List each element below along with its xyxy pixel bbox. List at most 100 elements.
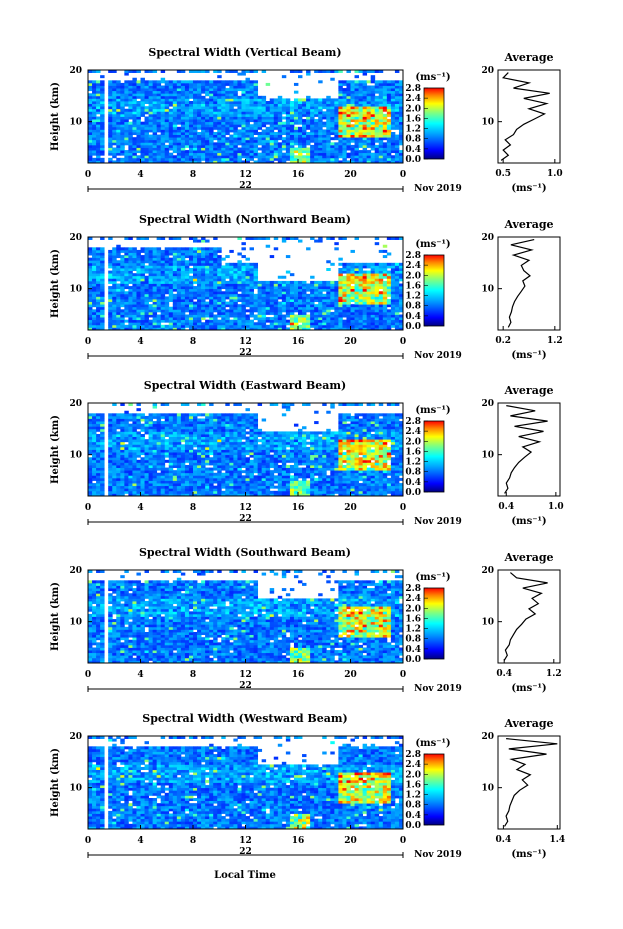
heatmap-cell	[205, 124, 210, 128]
heatmap-cell	[245, 160, 250, 164]
heatmap-cell	[322, 144, 327, 148]
heatmap-cell	[188, 275, 194, 279]
heatmap-cell	[164, 324, 170, 328]
heatmap-cell	[205, 265, 210, 269]
heatmap-cell	[144, 314, 149, 318]
heatmap-cell	[281, 286, 287, 290]
heatmap-cell	[366, 150, 372, 154]
heatmap-cell	[221, 493, 226, 497]
heatmap-cell	[213, 265, 218, 269]
heatmap-cell	[273, 324, 279, 328]
heatmap-cell	[205, 283, 210, 287]
heatmap-cell	[201, 95, 206, 99]
heatmap-cell	[310, 129, 315, 133]
heatmap-cell	[120, 101, 125, 104]
heatmap-cell	[168, 488, 174, 492]
heatmap-cell	[184, 309, 190, 313]
heatmap-cell	[350, 280, 355, 284]
heatmap-cell	[346, 288, 351, 292]
heatmap-cell	[306, 95, 311, 99]
heatmap-cell	[354, 106, 359, 110]
heatmap-cell	[261, 142, 267, 146]
heatmap-cell	[233, 119, 238, 123]
heatmap-cell	[221, 319, 226, 323]
heatmap-cell	[269, 119, 275, 123]
heatmap-cell	[100, 286, 105, 290]
heatmap-cell	[261, 155, 267, 159]
heatmap-cell	[398, 150, 404, 154]
heatmap-cell	[132, 306, 137, 310]
heatmap-cell	[330, 126, 335, 130]
heatmap-cell	[233, 283, 238, 287]
heatmap-cell	[164, 309, 170, 313]
heatmap-cell	[302, 124, 307, 128]
heatmap-cell	[358, 309, 364, 313]
heatmap-cell	[140, 304, 145, 308]
heatmap-cell	[386, 262, 392, 266]
heatmap-cell	[310, 106, 315, 110]
heatmap-cell	[346, 283, 351, 287]
heatmap-cell	[124, 283, 129, 287]
heatmap-cell	[201, 493, 206, 497]
heatmap-cell	[176, 88, 182, 92]
heatmap-cell	[221, 304, 226, 308]
heatmap-cell	[148, 278, 154, 282]
heatmap-cell	[358, 319, 364, 323]
heatmap-cell	[188, 90, 194, 94]
heatmap-cell	[298, 147, 303, 151]
heatmap-cell	[398, 485, 404, 489]
heatmap-cell	[172, 103, 178, 107]
heatmap-cell	[92, 304, 97, 308]
heatmap-cell	[225, 147, 230, 151]
heatmap-cell	[112, 262, 117, 266]
heatmap-cell	[164, 93, 170, 97]
heatmap-cell	[261, 296, 267, 300]
heatmap-cell	[152, 95, 158, 99]
heatmap-cell	[354, 124, 359, 128]
heatmap-cell	[108, 249, 113, 253]
heatmap-cell	[374, 144, 380, 148]
heatmap-cell	[302, 137, 307, 141]
heatmap-cell	[132, 108, 137, 112]
heatmap-cell	[237, 304, 242, 308]
profile-line	[507, 239, 535, 328]
heatmap-cell	[338, 485, 343, 489]
heatmap-cell	[285, 490, 291, 494]
heatmap-cell	[144, 111, 149, 115]
heatmap-cell	[366, 106, 372, 110]
heatmap-cell	[92, 160, 97, 164]
heatmap-cell	[156, 116, 162, 120]
heatmap-cell	[298, 317, 303, 321]
heatmap-cell	[229, 155, 234, 159]
heatmap-cell	[314, 327, 319, 331]
heatmap-cell	[382, 132, 388, 135]
heatmap-cell	[184, 160, 190, 164]
heatmap-cell	[176, 249, 182, 253]
heatmap-cell	[116, 157, 121, 161]
heatmap-cell	[184, 490, 190, 494]
heatmap-cell	[281, 121, 287, 125]
heatmap-cell	[213, 275, 218, 279]
heatmap-cell	[233, 137, 238, 141]
heatmap-cell	[257, 152, 263, 156]
heatmap-cell	[193, 324, 198, 328]
heatmap-cell	[310, 157, 315, 161]
heatmap-cell	[346, 103, 351, 107]
heatmap-cell	[298, 485, 303, 489]
heatmap-cell	[140, 77, 145, 81]
heatmap-cell	[201, 155, 206, 159]
heatmap-cell	[277, 155, 283, 159]
heatmap-cell	[213, 101, 218, 104]
heatmap-cell	[249, 280, 254, 284]
heatmap-cell	[285, 155, 291, 159]
heatmap-cell	[253, 283, 259, 287]
heatmap-cell	[358, 490, 364, 494]
heatmap-cell	[398, 278, 404, 282]
heatmap-cell	[193, 144, 198, 148]
heatmap-cell	[358, 132, 364, 135]
heatmap-cell	[128, 98, 133, 102]
heatmap-cell	[217, 314, 222, 318]
heatmap-cell	[152, 144, 158, 148]
heatmap-cell	[172, 283, 178, 287]
heatmap-cell	[88, 306, 93, 310]
